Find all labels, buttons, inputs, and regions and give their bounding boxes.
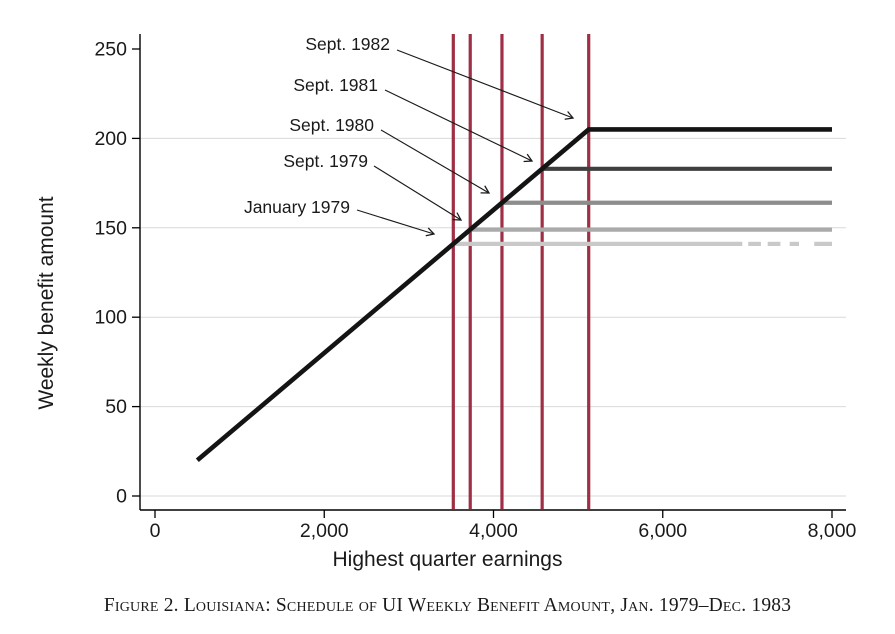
y-tick-label-250: 250 [94,39,127,61]
series-line-sept-1982 [195,127,832,462]
x-tick-label-0: 0 [150,520,161,542]
axes-and-ticks: 0 50 100 150 200 250 0 2,000 4,000 6,000 8,000 [94,34,857,542]
x-tick-label-4000: 4,000 [469,520,518,542]
kink-vertical-lines [451,34,591,509]
benefit-schedule-chart: 0 50 100 150 200 250 0 2,000 4,000 6,000 8,000 Sep… [94,34,857,542]
annotations: Sept. 1982 Sept. 1981 Sept. 1980 Sept. 1979… [244,34,575,237]
y-tick-label-200: 200 [94,128,127,150]
gridlines [140,137,846,497]
annotation-label-sept-1982: Sept. 1982 [305,34,390,54]
annotation-label-sept-1979: Sept. 1979 [283,151,368,171]
annotation-arrow-sept-1982 [396,49,575,120]
x-tick-label-8000: 8,000 [808,520,857,542]
annotation-label-sept-1981: Sept. 1981 [293,75,378,95]
x-axis-title: Highest quarter earnings [332,548,563,571]
y-axis-title: Weekly benefit amount [35,196,58,410]
y-tick-label-50: 50 [105,396,127,418]
benefit-series-lines [195,127,832,462]
y-tick-label-0: 0 [116,486,127,508]
annotation-label-january-1979: January 1979 [244,197,350,217]
y-tick-label-100: 100 [94,307,127,329]
x-tick-label-6000: 6,000 [638,520,687,542]
annotation-arrow-sept-1979 [373,165,463,221]
annotation-arrow-sept-1980 [380,129,491,194]
annotation-arrow-january-1979 [356,209,436,237]
y-tick-label-150: 150 [94,217,127,239]
figure-caption: Figure 2. Louisiana: Schedule of UI Week… [103,595,792,616]
x-tick-label-2000: 2,000 [300,520,349,542]
annotation-arrow-sept-1981 [384,89,534,163]
annotation-label-sept-1980: Sept. 1980 [289,115,374,135]
